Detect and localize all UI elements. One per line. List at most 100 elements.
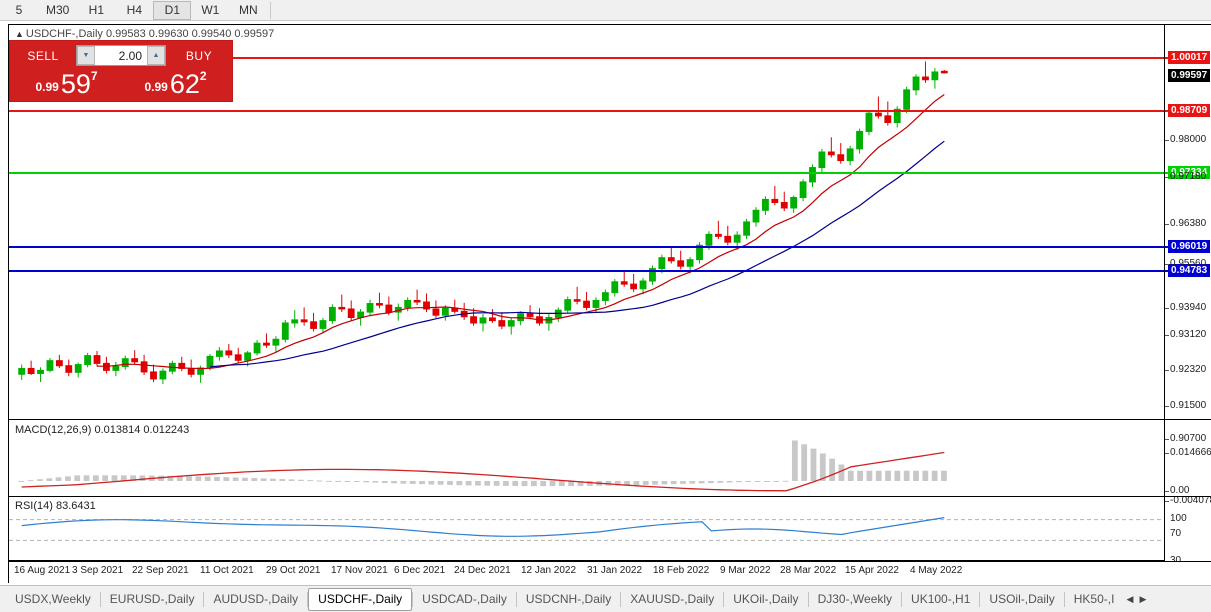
axis-tick	[1165, 264, 1169, 265]
chart-tab-dj30weekly[interactable]: DJ30-,Weekly	[817, 592, 893, 606]
buy-button[interactable]: 0.99 62 2	[123, 67, 228, 98]
chart-tab-bar: USDX,Weekly EURUSD-,Daily AUDUSD-,Daily USD…	[0, 585, 1211, 612]
level-line-support-blue-1[interactable]	[9, 246, 1164, 248]
triangle-up-icon: ▲	[152, 52, 160, 59]
timeframe-5[interactable]: 5	[15, 3, 23, 17]
level-stub-resistance-1	[1165, 57, 1171, 59]
chart-tab-usdchfdaily[interactable]: USDCHF-,Daily	[308, 587, 413, 611]
date-axis-label: 31 Jan 2022	[587, 565, 643, 576]
tab-divider	[620, 591, 622, 607]
tab-divider	[807, 591, 809, 607]
macd-axis-label: 0.014666	[1170, 447, 1211, 458]
axis-tick	[1165, 308, 1169, 309]
timeframe-m30[interactable]: M30	[46, 3, 70, 17]
tab-divider	[979, 591, 981, 607]
date-axis-label: 24 Dec 2021	[454, 565, 511, 576]
chart-tab-audusddaily[interactable]: AUDUSD-,Daily	[213, 592, 299, 606]
toolbar-divider	[270, 1, 272, 19]
date-axis-label: 18 Feb 2022	[653, 565, 710, 576]
price-tick-label: 0.90700	[1170, 433, 1207, 444]
volume-decrease-button[interactable]: ▼	[77, 46, 95, 65]
date-axis-label: 6 Dec 2021	[394, 565, 446, 576]
price-tick-label: 0.95560	[1170, 258, 1207, 269]
sell-button[interactable]: 0.99 59 7	[14, 67, 119, 98]
timeframe-h4[interactable]: H4	[126, 3, 143, 17]
rsi-axis-label: 70	[1170, 528, 1182, 539]
chart-tab-ukoildaily[interactable]: UKOil-,Daily	[733, 592, 799, 606]
rsi-axis-label: 30	[1170, 555, 1181, 566]
tab-divider	[515, 591, 517, 607]
chart-frame: ▲ USDCHF-,Daily 0.99583 0.99630 0.99540 0…	[8, 24, 1211, 579]
price-label-resistance-2: 0.98709	[1168, 104, 1211, 117]
level-line-resistance-2[interactable]	[9, 110, 1164, 112]
level-line-support-green[interactable]	[9, 172, 1164, 174]
axis-tick	[1165, 177, 1169, 178]
timeframe-mn[interactable]: MN	[239, 3, 258, 17]
tab-divider	[307, 591, 309, 607]
price-scale-axis[interactable]: 1.00017 0.99597 0.98709 0.97334 0.96019 0.947…	[1164, 25, 1211, 579]
tab-divider	[723, 591, 725, 607]
chart-tab-usoildaily[interactable]: USOil-,Daily	[989, 592, 1055, 606]
chart-tab-usdcaddaily[interactable]: USDCAD-,Daily	[422, 592, 507, 606]
tab-divider	[203, 591, 205, 607]
tab-scroll-right-icon[interactable]: ▶	[1139, 593, 1147, 604]
price-label-support-blue-1: 0.96019	[1168, 240, 1211, 253]
tab-scroll-left-icon[interactable]: ◀	[1126, 593, 1134, 604]
macd-axis-label: -0.004078	[1170, 495, 1211, 506]
price-tick-label: 0.98000	[1170, 134, 1207, 145]
price-label-support-green: 0.97334	[1168, 166, 1211, 179]
macd-title: MACD(12,26,9) 0.013814 0.012243	[15, 424, 190, 436]
sell-price-prefix: 0.99	[35, 80, 59, 94]
timeframe-h1[interactable]: H1	[88, 3, 105, 17]
volume-input[interactable]: 2.00	[118, 48, 142, 63]
buy-label[interactable]: BUY	[185, 48, 213, 63]
chart-tab-xauusddaily[interactable]: XAUUSD-,Daily	[630, 592, 715, 606]
volume-stepper[interactable]: ▼ 2.00 ▲	[76, 45, 166, 66]
chart-symbol-ohlc: USDCHF-,Daily 0.99583 0.99630 0.99540 0.…	[25, 28, 275, 40]
timeframe-w1[interactable]: W1	[201, 3, 220, 17]
oct-price-row: 0.99 59 7 0.99 62 2	[10, 67, 232, 101]
price-chart-pane[interactable]	[9, 25, 1164, 419]
level-line-resistance-1[interactable]	[9, 57, 1164, 59]
macd-pane[interactable]	[9, 421, 1164, 496]
level-stub-resistance-2	[1165, 110, 1171, 112]
level-stub-support-blue-1	[1165, 246, 1171, 248]
price-tick-label: 0.96380	[1170, 218, 1207, 229]
timeframe-d1[interactable]: D1	[153, 0, 192, 20]
macd-svg	[18, 440, 947, 492]
chart-tab-hk50i[interactable]: HK50-,I	[1073, 592, 1115, 606]
date-axis[interactable]: 16 Aug 2021 3 Sep 2021 22 Sep 2021 11 Oct 2…	[8, 561, 1211, 583]
level-line-support-blue-2[interactable]	[9, 270, 1164, 272]
buy-price-big: 62	[169, 69, 200, 99]
date-axis-label: 11 Oct 2021	[200, 565, 254, 576]
date-axis-label: 3 Sep 2021	[72, 565, 124, 576]
level-stub-support-green	[1165, 172, 1171, 174]
date-axis-label: 12 Jan 2022	[521, 565, 577, 576]
date-axis-label: 4 May 2022	[910, 565, 963, 576]
chart-tab-usdxweekly[interactable]: USDX,Weekly	[15, 592, 91, 606]
buy-price-fraction: 2	[199, 69, 207, 83]
macd-axis-label: 0.00	[1170, 485, 1190, 496]
rsi-pane[interactable]	[9, 498, 1164, 561]
price-candles-svg	[18, 61, 948, 384]
sell-label[interactable]: SELL	[27, 48, 59, 63]
chart-header: ▲ USDCHF-,Daily 0.99583 0.99630 0.99540 0…	[15, 28, 274, 40]
volume-increase-button[interactable]: ▲	[147, 46, 165, 65]
chart-tab-uk100h1[interactable]: UK100-,H1	[911, 592, 971, 606]
price-tick-label: 0.91500	[1170, 400, 1207, 411]
tab-divider	[99, 591, 101, 607]
one-click-trading-panel[interactable]: SELL ▼ 2.00 ▲ BUY 0.99 59 7 0.99 62 2	[9, 40, 233, 102]
sell-price-big: 59	[60, 69, 91, 99]
tab-divider	[412, 591, 414, 607]
price-tick-label: 0.92320	[1170, 364, 1207, 375]
oct-top-row: SELL ▼ 2.00 ▲ BUY	[10, 41, 232, 67]
date-axis-label: 28 Mar 2022	[780, 565, 837, 576]
chart-tab-usdcnhdaily[interactable]: USDCNH-,Daily	[525, 592, 612, 606]
buy-price-prefix: 0.99	[144, 80, 168, 94]
timeframe-toolbar: 5 M30 H1 H4 D1 W1 MN	[0, 0, 1211, 21]
axis-tick	[1165, 439, 1169, 440]
pane-separator-macd	[9, 419, 1211, 420]
chart-header-arrow-icon: ▲	[15, 29, 24, 39]
chart-tab-eurusddaily[interactable]: EURUSD-,Daily	[109, 592, 195, 606]
pane-separator-rsi	[9, 496, 1211, 497]
